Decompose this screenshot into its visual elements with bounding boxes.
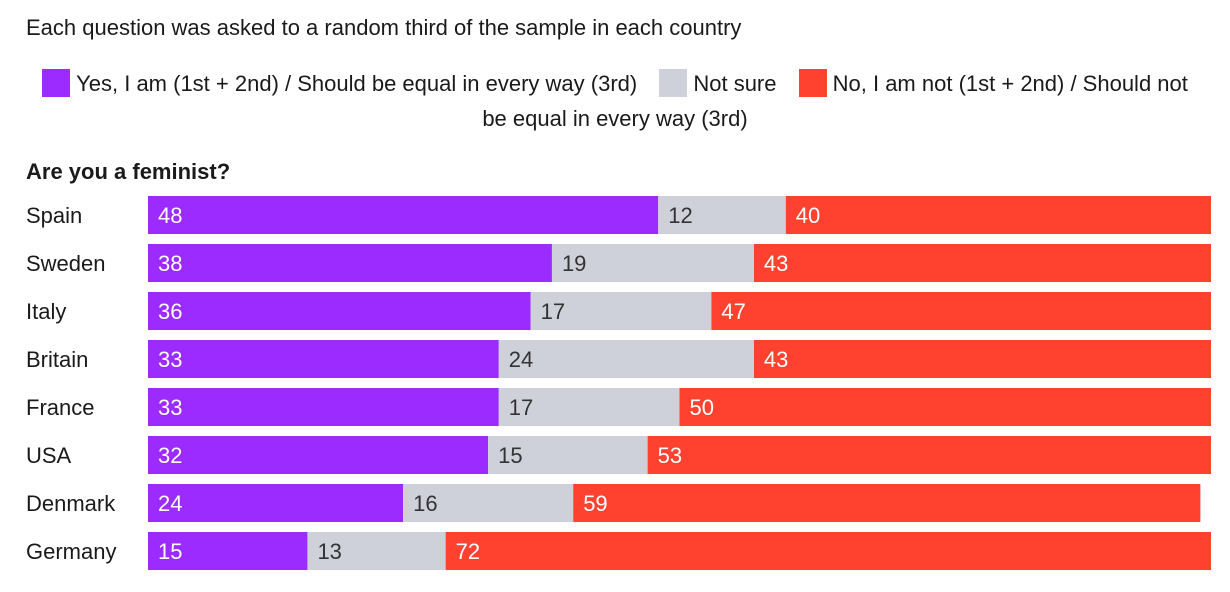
bar-sweden-no xyxy=(753,244,1211,282)
value-label-germany-no: 72 xyxy=(456,539,480,564)
category-label-sweden: Sweden xyxy=(26,251,106,276)
value-label-usa-not-sure: 15 xyxy=(498,443,522,468)
legend-swatch-yes xyxy=(42,69,71,97)
bar-italy-no xyxy=(711,292,1211,330)
value-label-usa-yes: 32 xyxy=(158,443,182,468)
bar-spain-yes xyxy=(148,196,659,234)
chart-title: Are you a feminist? xyxy=(26,159,231,184)
bar-spain-no xyxy=(785,196,1211,234)
category-label-denmark: Denmark xyxy=(26,491,116,516)
bar-usa-yes xyxy=(148,436,489,474)
bar-sweden-not-sure xyxy=(551,244,754,282)
value-label-britain-yes: 33 xyxy=(158,347,182,372)
category-label-britain: Britain xyxy=(26,347,88,372)
bar-denmark-not-sure xyxy=(403,484,574,522)
category-label-italy: Italy xyxy=(26,299,66,324)
value-label-italy-yes: 36 xyxy=(158,299,182,324)
value-label-britain-no: 43 xyxy=(764,347,788,372)
value-label-italy-not-sure: 17 xyxy=(541,299,565,324)
bar-usa-no xyxy=(647,436,1211,474)
legend: Yes, I am (1st + 2nd) / Should be equal … xyxy=(40,66,1190,136)
value-label-spain-no: 40 xyxy=(796,203,820,228)
bar-sweden-yes xyxy=(148,244,552,282)
category-label-usa: USA xyxy=(26,443,72,468)
chart-subtitle: Each question was asked to a random thir… xyxy=(26,15,742,40)
bar-denmark-no xyxy=(573,484,1201,522)
value-label-denmark-no: 59 xyxy=(583,491,607,516)
bar-italy-not-sure xyxy=(530,292,712,330)
bar-britain-not-sure xyxy=(498,340,754,378)
bar-germany-no xyxy=(445,532,1211,570)
legend-label-no: No, I am not (1st + 2nd) / Should not be… xyxy=(482,71,1188,131)
legend-swatch-not-sure xyxy=(659,69,688,97)
legend-item-yes: Yes, I am (1st + 2nd) / Should be equal … xyxy=(42,69,638,97)
bar-spain-not-sure xyxy=(658,196,786,234)
value-label-usa-no: 53 xyxy=(658,443,682,468)
value-label-italy-no: 47 xyxy=(721,299,745,324)
bar-italy-yes xyxy=(148,292,531,330)
value-label-sweden-not-sure: 19 xyxy=(562,251,586,276)
value-label-britain-not-sure: 24 xyxy=(509,347,533,372)
bar-germany-not-sure xyxy=(307,532,446,570)
value-label-denmark-not-sure: 16 xyxy=(413,491,437,516)
legend-label-not-sure: Not sure xyxy=(693,71,777,96)
category-label-germany: Germany xyxy=(26,539,116,564)
value-label-france-no: 50 xyxy=(690,395,714,420)
legend-label-yes: Yes, I am (1st + 2nd) / Should be equal … xyxy=(76,71,638,96)
value-label-france-yes: 33 xyxy=(158,395,182,420)
bar-britain-no xyxy=(753,340,1211,378)
legend-item-no: No, I am not (1st + 2nd) / Should not be… xyxy=(482,69,1188,131)
bar-usa-not-sure xyxy=(488,436,648,474)
bar-france-not-sure xyxy=(498,388,680,426)
value-label-denmark-yes: 24 xyxy=(158,491,182,516)
legend-swatch-no xyxy=(798,69,827,97)
value-label-germany-yes: 15 xyxy=(158,539,182,564)
value-label-spain-yes: 48 xyxy=(158,203,182,228)
bar-denmark-yes xyxy=(148,484,404,522)
category-label-spain: Spain xyxy=(26,203,82,228)
bar-france-yes xyxy=(148,388,499,426)
value-label-spain-not-sure: 12 xyxy=(668,203,692,228)
legend-item-not-sure: Not sure xyxy=(659,69,777,97)
category-label-france: France xyxy=(26,395,94,420)
bar-france-no xyxy=(679,388,1211,426)
value-label-germany-not-sure: 13 xyxy=(317,539,341,564)
bar-germany-yes xyxy=(148,532,308,570)
bar-britain-yes xyxy=(148,340,499,378)
value-label-france-not-sure: 17 xyxy=(509,395,533,420)
value-label-sweden-yes: 38 xyxy=(158,251,182,276)
value-label-sweden-no: 43 xyxy=(764,251,788,276)
